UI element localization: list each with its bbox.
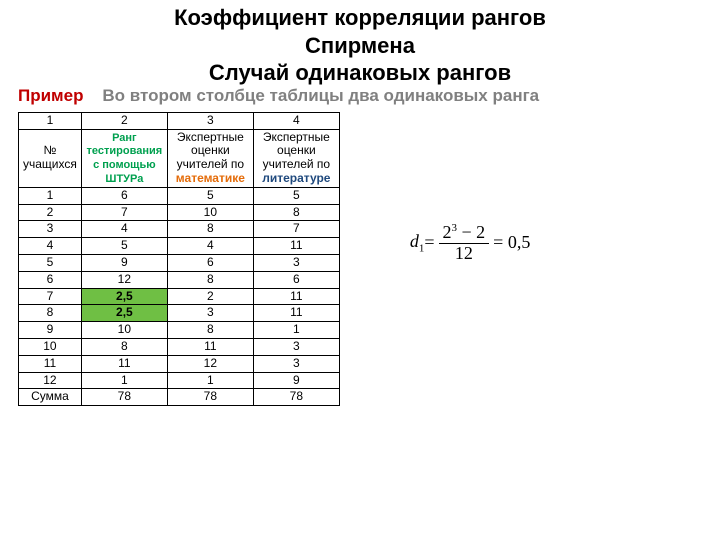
slide-title: Коэффициент корреляции рангов Спирмена С… [0, 0, 720, 87]
table-row: 45411 [19, 238, 340, 255]
table-header-labels: № учащихся Ранг тестирования с помощью Ш… [19, 129, 340, 187]
hdr-col3: Экспертные оценки учителей по математике [167, 129, 253, 187]
hdr-col4: Экспертные оценки учителей по литературе [253, 129, 339, 187]
hdr-col2: Ранг тестирования с помощью ШТУРа [81, 129, 167, 187]
hdr-num-2: 2 [81, 112, 167, 129]
table-row: 82,5311 [19, 305, 340, 322]
formula-fraction: 23 − 2 12 [439, 222, 490, 264]
formula-lhs: d1 [410, 231, 425, 255]
hdr-num-4: 4 [253, 112, 339, 129]
table-header-numbers: 1 2 3 4 [19, 112, 340, 129]
table-row: 1111123 [19, 355, 340, 372]
hdr-col1: № учащихся [19, 129, 82, 187]
table-row: 27108 [19, 204, 340, 221]
formula: d1 = 23 − 2 12 = 0,5 [410, 222, 530, 264]
formula-numerator: 23 − 2 [439, 222, 490, 244]
table-row: 91081 [19, 322, 340, 339]
table-row: 5963 [19, 254, 340, 271]
formula-rhs: = 0,5 [493, 232, 530, 253]
table-row: 61286 [19, 271, 340, 288]
table-body: 1655 27108 3487 45411 5963 61286 72,5211… [19, 187, 340, 405]
table-row: 72,5211 [19, 288, 340, 305]
intro-lead: Пример [18, 86, 83, 105]
hdr-num-3: 3 [167, 112, 253, 129]
table-row: 3487 [19, 221, 340, 238]
slide: Коэффициент корреляции рангов Спирмена С… [0, 0, 720, 540]
ranks-table: 1 2 3 4 № учащихся Ранг тестирования с п… [18, 112, 340, 406]
intro-body: Во втором столбце таблицы два одинаковых… [102, 86, 539, 105]
title-line-1: Коэффициент корреляции рангов [0, 4, 720, 32]
title-line-3: Случай одинаковых рангов [0, 59, 720, 87]
formula-eq-sign: = [424, 232, 434, 253]
content-row: 1 2 3 4 № учащихся Ранг тестирования с п… [0, 112, 720, 406]
table-sum-row: Сумма787878 [19, 389, 340, 406]
table-row: 108113 [19, 338, 340, 355]
title-line-2: Спирмена [0, 32, 720, 60]
table-row: 1655 [19, 187, 340, 204]
formula-denominator: 12 [451, 244, 477, 264]
hdr-num-1: 1 [19, 112, 82, 129]
table-row: 12119 [19, 372, 340, 389]
intro-text: Пример Во втором столбце таблицы два оди… [0, 85, 720, 112]
